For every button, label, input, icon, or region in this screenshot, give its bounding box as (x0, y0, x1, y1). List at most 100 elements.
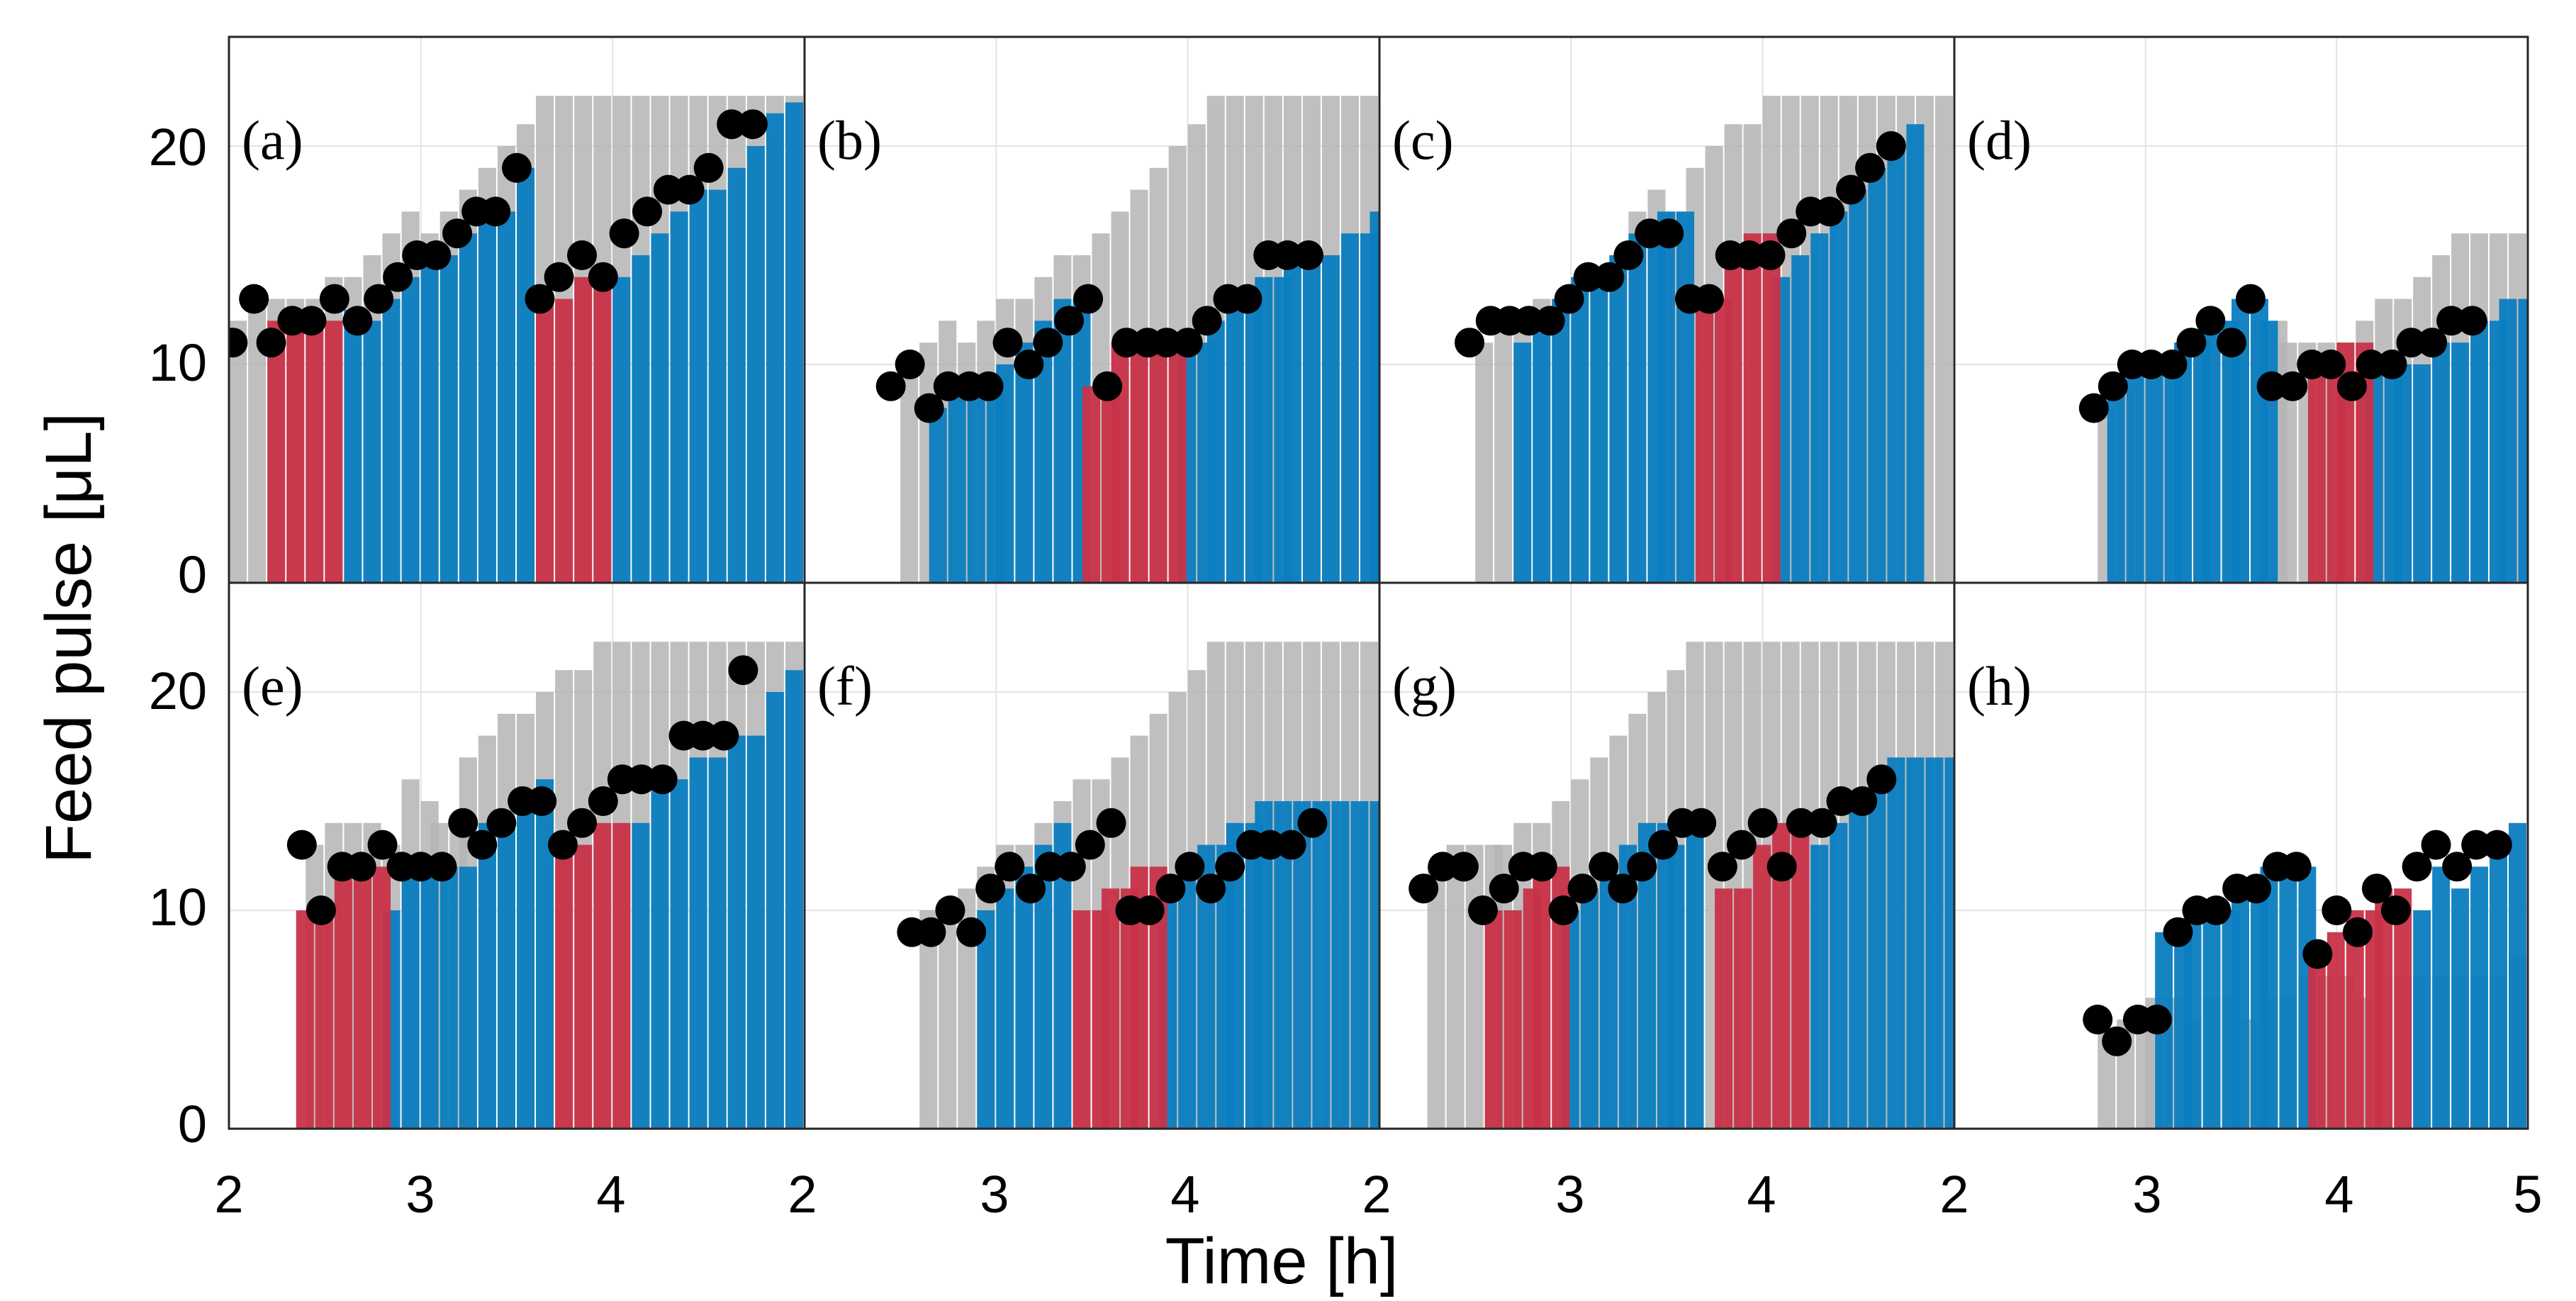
blue-bar (2394, 364, 2412, 583)
data-marker (916, 917, 946, 947)
red-bar (1082, 386, 1101, 583)
blue-bar (2174, 342, 2193, 583)
data-marker (1232, 284, 1262, 314)
gray-bar (1446, 844, 1465, 1129)
bars (286, 642, 803, 1129)
red-bar (296, 910, 314, 1129)
panel-frame (1953, 581, 2529, 1130)
blue-bar (746, 146, 765, 583)
x-tick-label: 2 (1362, 1165, 1391, 1224)
data-marker (875, 371, 906, 401)
blue-bar (401, 866, 420, 1129)
data-marker (1192, 306, 1222, 336)
data-marker (1073, 284, 1104, 314)
blue-bar (439, 866, 458, 1129)
blue-bar (1849, 189, 1867, 583)
data-marker (1196, 873, 1226, 904)
data-marker (2256, 371, 2287, 401)
blue-bar (1791, 255, 1810, 583)
red-bar (612, 822, 631, 1129)
blue-bar (727, 167, 746, 583)
data-marker (1589, 851, 1619, 882)
data-marker (1535, 306, 1565, 336)
red-bar (2375, 888, 2393, 1129)
data-marker (956, 917, 987, 947)
red-bar (1734, 888, 1752, 1129)
data-marker (1151, 328, 1182, 358)
data-marker (973, 371, 1004, 401)
blue-bar (2260, 866, 2278, 1129)
data-marker (1836, 174, 1866, 205)
data-marker (933, 371, 963, 401)
data-marker (2176, 328, 2207, 358)
data-marker (427, 851, 457, 882)
data-marker (2402, 851, 2432, 882)
blue-bar (1255, 277, 1273, 583)
blue-bar (497, 211, 515, 583)
data-marker (2201, 895, 2231, 925)
blue-bar (1370, 801, 1379, 1129)
data-marker (1815, 196, 1845, 227)
data-marker (728, 655, 758, 686)
data-marker (975, 873, 1006, 904)
blue-bar (439, 255, 458, 583)
blue-bar (1676, 211, 1695, 583)
data-marker (2436, 306, 2467, 336)
data-marker (239, 284, 269, 314)
data-marker (1513, 306, 1544, 336)
data-marker (442, 218, 473, 249)
data-marker (527, 786, 557, 816)
data-marker (2356, 350, 2386, 379)
data-marker (717, 109, 747, 140)
data-marker (567, 808, 598, 838)
data-marker (1527, 851, 1557, 882)
blue-bar (2451, 888, 2470, 1129)
blue-bar (632, 822, 650, 1129)
blue-bar (612, 277, 631, 583)
blue-bar (459, 233, 477, 583)
data-marker (1726, 830, 1757, 860)
x-tick-label: 4 (1747, 1165, 1776, 1224)
blue-bar (996, 888, 1014, 1129)
data-marker (1409, 873, 1439, 904)
data-marker (914, 393, 944, 423)
blue-bar (1015, 866, 1034, 1129)
data-marker (502, 152, 532, 183)
data-marker (1276, 830, 1306, 860)
data-marker (2163, 917, 2193, 947)
data-marker (486, 808, 517, 838)
data-marker (1035, 851, 1065, 882)
data-marker (1567, 873, 1598, 904)
blue-bar (2490, 844, 2508, 1129)
blue-bar (1887, 757, 1905, 1129)
blue-bar (2279, 866, 2297, 1129)
data-marker (2482, 830, 2512, 860)
data-marker (421, 240, 452, 270)
data-marker (1489, 873, 1519, 904)
data-marker (1111, 328, 1142, 358)
blue-bar (785, 102, 803, 583)
data-marker (2235, 284, 2266, 314)
data-marker (588, 262, 618, 292)
y-tick-label: 20 (149, 118, 207, 177)
blue-bar (1552, 298, 1570, 583)
red-bar (593, 277, 612, 583)
bars (1455, 96, 1953, 583)
data-marker (346, 851, 376, 882)
red-bar (1696, 298, 1714, 583)
y-tick-label: 0 (178, 545, 207, 604)
blue-bar (1906, 124, 1925, 583)
blue-bar (977, 910, 995, 1129)
blue-bar (363, 320, 381, 583)
x-tick-label: 4 (2324, 1165, 2353, 1224)
blue-bar (1657, 211, 1676, 583)
data-marker (2102, 1026, 2132, 1056)
data-marker (2083, 1005, 2113, 1034)
data-marker (1033, 328, 1063, 358)
data-marker (1654, 218, 1684, 249)
blue-bar (1686, 822, 1704, 1129)
data-marker (1075, 830, 1105, 860)
blue-bar (1868, 779, 1886, 1129)
data-marker (653, 174, 683, 205)
red-bar (1503, 910, 1522, 1129)
